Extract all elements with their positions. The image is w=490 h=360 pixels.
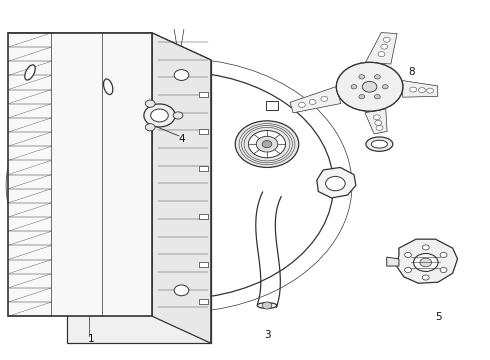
Ellipse shape [25,65,35,80]
Polygon shape [387,257,399,266]
Polygon shape [317,167,356,198]
Circle shape [359,75,365,79]
Circle shape [422,275,429,280]
Circle shape [144,104,175,127]
Circle shape [262,302,272,309]
Circle shape [374,95,380,99]
Circle shape [298,102,305,107]
Polygon shape [365,109,387,134]
Circle shape [440,267,447,273]
Polygon shape [67,60,211,343]
Circle shape [427,88,434,93]
Circle shape [374,75,380,79]
Circle shape [351,85,357,89]
Text: 9: 9 [251,157,258,167]
Text: 1: 1 [88,333,95,343]
Circle shape [256,136,278,152]
Circle shape [347,71,392,103]
Circle shape [418,87,425,93]
Ellipse shape [366,137,393,151]
Circle shape [146,100,155,107]
Circle shape [336,62,403,111]
Polygon shape [152,33,211,343]
Polygon shape [8,33,211,60]
Circle shape [321,96,328,102]
Polygon shape [403,81,438,97]
Ellipse shape [103,79,113,95]
Ellipse shape [371,140,388,148]
Bar [198,129,208,134]
Circle shape [422,245,429,250]
Circle shape [405,252,412,257]
Circle shape [378,51,385,57]
Circle shape [414,253,438,271]
Circle shape [362,81,377,92]
Circle shape [362,81,377,92]
Bar [198,92,208,98]
Circle shape [382,85,388,89]
Circle shape [174,69,189,80]
Circle shape [174,285,189,296]
Circle shape [383,37,390,42]
Text: 5: 5 [435,312,441,322]
Circle shape [262,140,272,148]
Circle shape [326,176,345,191]
Circle shape [440,252,447,257]
Circle shape [382,85,388,89]
Circle shape [336,62,403,111]
Ellipse shape [257,303,277,309]
Circle shape [173,112,183,119]
Polygon shape [8,33,152,316]
Circle shape [309,99,316,104]
Circle shape [359,75,365,79]
Text: 8: 8 [408,67,415,77]
Bar [198,166,208,171]
Circle shape [359,95,365,99]
Polygon shape [290,87,341,113]
Circle shape [248,131,286,158]
Circle shape [405,267,412,273]
Circle shape [410,87,416,92]
Circle shape [235,121,299,167]
Circle shape [376,125,383,130]
Polygon shape [366,32,397,64]
Bar [198,299,208,304]
Circle shape [375,120,382,125]
Text: 3: 3 [264,330,270,340]
Circle shape [374,75,380,79]
Circle shape [374,95,380,99]
Circle shape [146,124,155,131]
Circle shape [381,44,388,49]
Bar [198,262,208,267]
Circle shape [420,258,432,267]
Circle shape [359,95,365,99]
Text: 6: 6 [376,125,383,135]
Text: 2: 2 [61,51,68,61]
Polygon shape [396,239,458,283]
Bar [266,102,278,111]
Bar [198,214,208,219]
Circle shape [151,109,168,122]
Circle shape [373,115,380,120]
Circle shape [351,85,357,89]
Text: 7: 7 [330,186,336,196]
Text: 4: 4 [178,134,185,144]
